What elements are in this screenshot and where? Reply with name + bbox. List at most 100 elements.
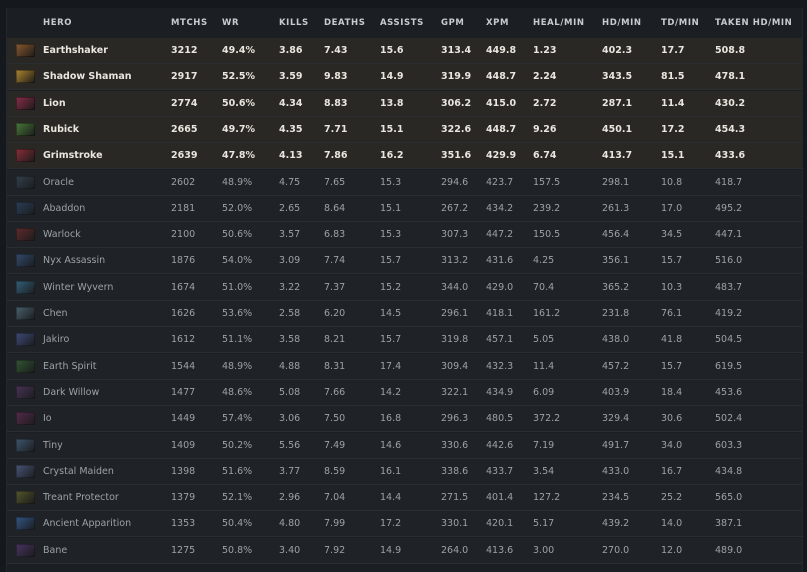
cell-hero[interactable]: Abaddon: [43, 202, 86, 214]
cell-heal-min: 3.54: [533, 465, 555, 477]
column-header-hd-min[interactable]: HD/MIN: [602, 18, 642, 28]
cell-deaths: 7.65: [324, 176, 346, 188]
table-row[interactable]: Abaddon 2181 52.0% 2.65 8.64 15.1 267.2 434.2 23…: [7, 195, 802, 222]
cell-deaths: 7.86: [324, 150, 348, 162]
table-row[interactable]: Bane 1275 50.8% 3.40 7.92 14.9 264.0 413.6 3.00 2…: [7, 537, 802, 564]
cell-hero[interactable]: Oracle: [43, 176, 74, 188]
column-header-td-min[interactable]: TD/MIN: [661, 18, 700, 28]
cell-hero[interactable]: Treant Protector: [43, 492, 119, 504]
column-header-gpm[interactable]: GPM: [441, 18, 465, 28]
cell-hd-min: 365.2: [602, 281, 630, 293]
table-row[interactable]: Earthshaker 3212 49.4% 3.86 7.43 15.6 313.4 449…: [7, 38, 802, 64]
cell-kills: 4.35: [279, 123, 303, 135]
cell-hero[interactable]: Io: [43, 413, 52, 425]
cell-hd-min: 402.3: [602, 45, 633, 56]
table-row[interactable]: Ancient Apparition 1353 50.4% 4.80 7.99 17.2 3…: [7, 511, 802, 538]
cell-hd-min: 438.0: [602, 334, 630, 346]
cell-hero[interactable]: Earth Spirit: [43, 360, 97, 372]
cell-hero[interactable]: Earthshaker: [43, 45, 108, 56]
cell-hero[interactable]: Warlock: [43, 229, 81, 241]
column-header-deaths[interactable]: DEATHS: [324, 18, 366, 28]
cell-xpm: 442.6: [486, 439, 514, 451]
table-row[interactable]: Winter Wyvern 1674 51.0% 3.22 7.37 15.2 344.0 4…: [7, 274, 802, 301]
column-header-kills[interactable]: KILLS: [279, 18, 309, 28]
cell-assists: 16.1: [380, 465, 402, 477]
cell-hero[interactable]: Ancient Apparition: [43, 518, 132, 530]
cell-hero[interactable]: Crystal Maiden: [43, 465, 114, 477]
crystal-maiden-portrait-icon: [16, 464, 35, 478]
cell-heal-min: 6.74: [533, 150, 557, 162]
column-header-xpm[interactable]: XPM: [486, 18, 510, 28]
cell-hero[interactable]: Jakiro: [43, 334, 70, 346]
cell-td-min: 41.8: [661, 334, 683, 346]
cell-gpm: 264.0: [441, 544, 469, 556]
table-row[interactable]: Crystal Maiden 1398 51.6% 3.77 8.59 16.1 338.6…: [7, 458, 802, 485]
cell-hero[interactable]: Nyx Assassin: [43, 255, 106, 267]
cell-td-min: 30.6: [661, 413, 683, 425]
column-header-matches[interactable]: MTCHS: [171, 18, 208, 28]
table-row[interactable]: Rubick 2665 49.7% 4.35 7.71 15.1 322.6 448.7 9.2…: [7, 116, 802, 143]
cell-kills: 2.58: [279, 308, 301, 319]
cell-deaths: 7.50: [324, 413, 346, 425]
cell-gpm: 296.1: [441, 308, 469, 319]
cell-hero[interactable]: Chen: [43, 308, 68, 319]
table-row[interactable]: Shadow Shaman 2917 52.5% 3.59 9.83 14.9 319.9 4…: [7, 64, 802, 91]
cell-hero[interactable]: Dark Willow: [43, 386, 100, 398]
table-row[interactable]: Dark Willow 1477 48.6% 5.08 7.66 14.2 322.1 434…: [7, 379, 802, 406]
cell-gpm: 267.2: [441, 202, 469, 214]
cell-deaths: 6.83: [324, 229, 346, 241]
cell-matches: 1353: [171, 518, 196, 530]
table-row[interactable]: Jakiro 1612 51.1% 3.58 8.21 15.7 319.8 457.1 5.0…: [7, 327, 802, 354]
cell-winrate: 48.6%: [222, 386, 253, 398]
table-row[interactable]: Warlock 2100 50.6% 3.57 6.83 15.3 307.3 447.2 15…: [7, 222, 802, 249]
cell-hd-min: 413.7: [602, 150, 633, 162]
nyx-assassin-portrait-icon: [16, 254, 35, 268]
cell-hd-min: 270.0: [602, 544, 630, 556]
cell-hd-min: 491.7: [602, 439, 630, 451]
cell-xpm: 423.7: [486, 176, 514, 188]
cell-td-min: 10.3: [661, 281, 683, 293]
cell-hd-min: 403.9: [602, 386, 630, 398]
cell-kills: 4.75: [279, 176, 301, 188]
cell-winrate: 52.1%: [222, 492, 253, 504]
cell-hero[interactable]: Shadow Shaman: [43, 71, 132, 83]
cell-hero[interactable]: Lion: [43, 97, 66, 109]
cell-hero[interactable]: Grimstroke: [43, 150, 103, 162]
table-row[interactable]: Oracle 2602 48.9% 4.75 7.65 15.3 294.6 423.7 157…: [7, 169, 802, 196]
cell-winrate: 50.6%: [222, 229, 253, 241]
table-row[interactable]: Grimstroke 2639 47.8% 4.13 7.86 16.2 351.6 429.…: [7, 143, 802, 170]
cell-deaths: 7.37: [324, 281, 346, 293]
table-row[interactable]: Tiny 1409 50.2% 5.56 7.49 14.6 330.6 442.6 7.19 4…: [7, 432, 802, 459]
cell-deaths: 8.83: [324, 97, 348, 109]
cell-td-min: 11.4: [661, 97, 685, 109]
cell-hd-min: 450.1: [602, 123, 633, 135]
column-header-winrate[interactable]: WR: [222, 18, 240, 28]
cell-gpm: 330.1: [441, 518, 469, 530]
column-header-assists[interactable]: ASSISTS: [380, 18, 424, 28]
cell-hero[interactable]: Bane: [43, 544, 68, 556]
column-header-hero[interactable]: HERO: [43, 18, 73, 28]
cell-matches: 2181: [171, 202, 196, 214]
cell-deaths: 7.49: [324, 439, 346, 451]
cell-taken-hd-min: 434.8: [715, 465, 743, 477]
cell-winrate: 48.9%: [222, 360, 253, 372]
table-row[interactable]: Treant Protector 1379 52.1% 2.96 7.04 14.4 271…: [7, 485, 802, 512]
cell-matches: 2665: [171, 123, 198, 135]
cell-kills: 2.96: [279, 492, 301, 504]
table-row[interactable]: Lion 2774 50.6% 4.34 8.83 13.8 306.2 415.0 2.72 2…: [7, 90, 802, 117]
column-header-taken-hd-min[interactable]: TAKEN HD/MIN: [715, 18, 793, 28]
column-header-heal-min[interactable]: HEAL/MIN: [533, 18, 585, 28]
table-row[interactable]: Nyx Assassin 1876 54.0% 3.09 7.74 15.7 313.2 43…: [7, 248, 802, 275]
cell-kills: 3.40: [279, 544, 301, 556]
table-row[interactable]: Chen 1626 53.6% 2.58 6.20 14.5 296.1 418.1 161.2…: [7, 301, 802, 327]
cell-hero[interactable]: Winter Wyvern: [43, 281, 114, 293]
cell-td-min: 17.2: [661, 123, 685, 135]
cell-matches: 3212: [171, 45, 198, 56]
cell-xpm: 480.5: [486, 413, 514, 425]
winter-wyvern-portrait-icon: [16, 280, 35, 294]
table-row[interactable]: Io 1449 57.4% 3.06 7.50 16.8 296.3 480.5 372.2 32…: [7, 406, 802, 433]
cell-hero[interactable]: Tiny: [43, 439, 63, 451]
cell-hero[interactable]: Rubick: [43, 123, 80, 135]
table-row[interactable]: Earth Spirit 1544 48.9% 4.88 8.31 17.4 309.4 43…: [7, 353, 802, 380]
cell-winrate: 49.7%: [222, 123, 255, 135]
